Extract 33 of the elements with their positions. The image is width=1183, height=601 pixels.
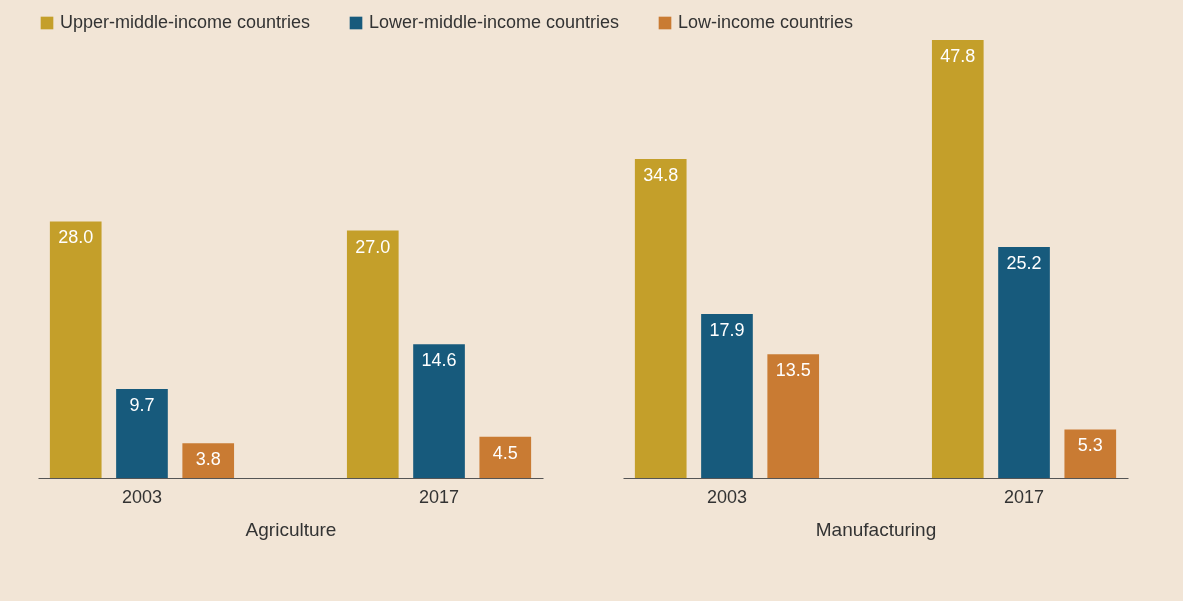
bar [479,436,532,478]
bar [346,230,399,478]
data-label: 17.9 [709,319,745,340]
bar [931,40,984,478]
x-axis-title: Manufacturing [815,518,937,540]
bar [413,344,465,478]
bar [182,443,235,478]
data-label: 3.8 [195,449,221,470]
data-label: 14.6 [421,350,457,371]
data-label: 34.8 [643,165,679,186]
legend-label: Lower-middle-income countries [369,12,620,32]
data-label: 13.5 [775,360,811,381]
bar [49,221,102,478]
data-label: 25.2 [1006,253,1042,274]
bar [998,247,1050,478]
bar [116,389,168,478]
x-axis-title: Agriculture [245,518,337,540]
data-label: 47.8 [940,46,976,66]
data-label: 28.0 [58,227,94,248]
legend-label: Low-income countries [678,12,854,32]
x-tick-label: 2003 [706,486,747,507]
data-label: 27.0 [355,236,391,257]
data-label: 9.7 [129,395,155,416]
bar [634,159,687,478]
bar [1064,429,1117,478]
x-tick-label: 2017 [419,486,460,507]
x-tick-label: 2003 [121,486,162,507]
data-label: 4.5 [492,442,518,463]
legend-label: Upper-middle-income countries [60,12,311,32]
bar [767,354,820,478]
data-label: 5.3 [1077,435,1103,456]
x-tick-label: 2017 [1004,486,1045,507]
bar [701,313,753,478]
